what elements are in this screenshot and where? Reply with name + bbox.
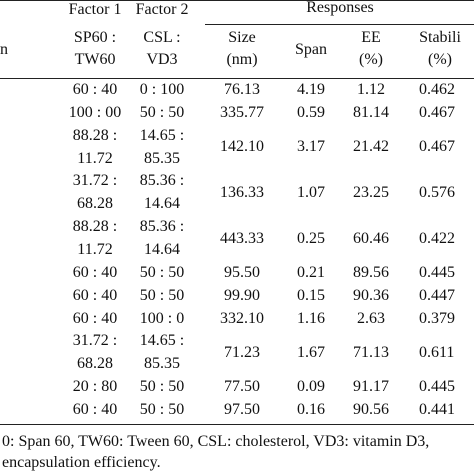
cell: 443.33	[220, 229, 264, 247]
top-rule	[0, 0, 474, 1]
cell: 0.467	[419, 138, 455, 156]
column-header: n	[0, 41, 8, 58]
cell: 0.379	[419, 309, 455, 327]
cell: 0.15	[297, 286, 325, 304]
cell: 1.07	[297, 183, 325, 201]
cell: 31.72 :	[72, 172, 118, 190]
header-rule	[0, 78, 474, 79]
column-header: (nm)	[226, 51, 258, 68]
cell: 0.25	[297, 229, 325, 247]
cell: 91.17	[353, 378, 389, 396]
cell: 2.63	[357, 309, 385, 327]
cell: 95.50	[224, 263, 260, 281]
bottom-rule	[0, 424, 474, 425]
cell: 81.14	[353, 103, 389, 121]
cell: 97.50	[224, 401, 260, 419]
column-header: (%)	[359, 51, 383, 68]
cell: 3.17	[297, 138, 325, 156]
cell: 85.35	[144, 355, 180, 373]
cell: 88.28 :	[72, 126, 118, 144]
column-header: SP60 :	[73, 29, 117, 46]
cell: 68.28	[77, 355, 113, 373]
cell: 50 : 50	[139, 263, 185, 281]
cell: 136.33	[220, 183, 264, 201]
cell: 0.21	[297, 263, 325, 281]
cell: 0.16	[297, 401, 325, 419]
cell: 50 : 50	[139, 401, 185, 419]
cell: 0.59	[297, 103, 325, 121]
cell: 0.447	[419, 286, 455, 304]
column-header: Size	[228, 29, 256, 46]
cell: 0.467	[419, 103, 455, 121]
cell: 85.36 :	[139, 218, 185, 236]
responses-rule	[205, 24, 474, 25]
cell: 60 : 40	[72, 309, 118, 327]
cell: 60 : 40	[72, 286, 118, 304]
cell: 71.23	[224, 343, 260, 361]
cell: 100 : 0	[139, 309, 185, 327]
cell: 60.46	[353, 229, 389, 247]
cell: 99.90	[224, 286, 260, 304]
cell: 14.64	[144, 195, 180, 213]
cell: 60 : 40	[72, 401, 118, 419]
cell: 90.36	[353, 286, 389, 304]
cell: 76.13	[224, 81, 260, 98]
cell: 14.65 :	[139, 332, 185, 350]
cell: 88.28 :	[72, 218, 118, 236]
cell: 11.72	[77, 241, 113, 259]
cell: 0.422	[419, 229, 455, 247]
cell: 1.67	[297, 343, 325, 361]
column-header: Stabili	[419, 29, 461, 46]
cell: 14.65 :	[139, 126, 185, 144]
group-header: Factor 1	[68, 1, 122, 18]
cell: 77.50	[224, 378, 260, 396]
cell: 50 : 50	[139, 286, 185, 304]
cell: 21.42	[353, 138, 389, 156]
column-header: EE	[361, 29, 381, 46]
cell: 50 : 50	[139, 378, 185, 396]
cell: 4.19	[297, 81, 325, 98]
column-header: TW60	[74, 51, 116, 68]
column-header: VD3	[146, 51, 178, 68]
cell: 0.441	[419, 401, 455, 419]
cell: 60 : 40	[72, 81, 118, 98]
cell: 1.12	[357, 81, 385, 98]
cell: 0.576	[419, 183, 455, 201]
cell: 31.72 :	[72, 332, 118, 350]
cell: 14.64	[144, 241, 180, 259]
group-header: Factor 2	[135, 1, 189, 18]
column-header: (%)	[428, 51, 452, 68]
cell: 20 : 80	[72, 378, 118, 396]
cell: 332.10	[220, 309, 264, 327]
cell: 0.445	[419, 378, 455, 396]
cell: 0.611	[419, 343, 455, 361]
cell: 90.56	[353, 401, 389, 419]
cell: 0.445	[419, 263, 455, 281]
cell: 100 : 00	[68, 103, 122, 121]
cell: 0.09	[297, 378, 325, 396]
column-header: CSL :	[143, 29, 181, 46]
footnote: 0: Span 60, TW60: Tween 60, CSL: cholest…	[2, 433, 430, 450]
cell: 50 : 50	[139, 103, 185, 121]
cell: 89.56	[353, 263, 389, 281]
cell: 0 : 100	[139, 81, 185, 98]
cell: 11.72	[77, 149, 113, 167]
cell: 71.13	[353, 343, 389, 361]
cell: 335.77	[220, 103, 264, 121]
cell: 142.10	[220, 138, 264, 156]
footnote: encapsulation efficiency.	[2, 454, 161, 471]
group-header: Responses	[306, 0, 374, 16]
cell: 85.35	[144, 149, 180, 167]
cell: 68.28	[77, 195, 113, 213]
cell: 23.25	[353, 183, 389, 201]
cell: 60 : 40	[72, 263, 118, 281]
cell: 85.36 :	[139, 172, 185, 190]
column-header: Span	[295, 41, 327, 58]
cell: 0.462	[419, 81, 455, 98]
cell: 1.16	[297, 309, 325, 327]
